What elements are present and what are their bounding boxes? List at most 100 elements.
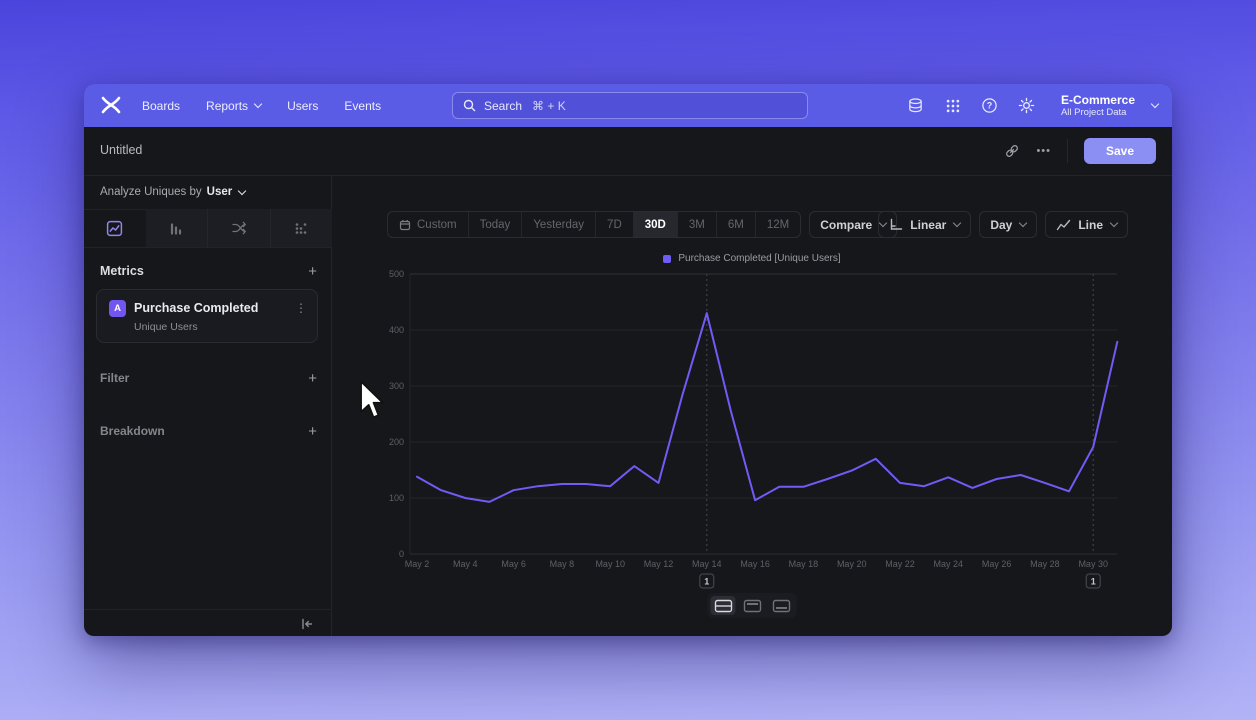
x-tick-label: May 18 (789, 559, 819, 569)
split-view-button[interactable] (710, 596, 736, 615)
range-7d[interactable]: 7D (595, 212, 633, 237)
help-icon[interactable]: ? (981, 97, 999, 115)
divider (84, 609, 331, 610)
add-filter-button[interactable]: + (308, 369, 317, 387)
top-nav: Boards Reports Users Events Search ⌘ + K ? (84, 84, 1172, 127)
chart-type-dropdown[interactable]: Line (1045, 211, 1128, 238)
divider (84, 247, 331, 248)
chart-svg[interactable]: 0 100 200 300 400 500 1 1 May 2 May 4 May 6 May 8 Ma… (384, 264, 1164, 604)
y-tick-label: 500 (389, 269, 404, 279)
split-view-icon (714, 599, 732, 612)
metrics-section-header: Metrics + (100, 262, 317, 280)
chart-top-view-icon (743, 599, 761, 612)
search-shortcut: ⌘ + K (532, 98, 566, 113)
date-range-group: Custom Today Yesterday 7D 30D 3M 6M 12M (387, 211, 802, 238)
chevron-down-icon (253, 99, 263, 109)
compare-button[interactable]: Compare (809, 211, 898, 238)
chart-legend: Purchase Completed [Unique Users] (332, 253, 1172, 264)
date-range-toolbar: Custom Today Yesterday 7D 30D 3M 6M 12M Compare (387, 211, 898, 238)
share-link-icon[interactable] (1004, 143, 1020, 159)
interval-dropdown[interactable]: Day (979, 211, 1038, 238)
layout-view-toggles (707, 593, 797, 618)
nav-link-boards[interactable]: Boards (142, 98, 181, 113)
chevron-down-icon (1109, 218, 1119, 228)
y-tick-label: 400 (389, 325, 404, 335)
apps-grid-icon[interactable] (944, 97, 962, 115)
x-tick-label: May 8 (550, 559, 575, 569)
x-tick-label: May 16 (740, 559, 770, 569)
collapse-left-icon (302, 618, 313, 630)
mixpanel-logo-icon[interactable] (100, 96, 122, 114)
search-input[interactable]: Search ⌘ + K (452, 92, 808, 119)
add-breakdown-button[interactable]: + (308, 422, 317, 440)
range-yesterday[interactable]: Yesterday (521, 212, 595, 237)
axis-scale-icon (891, 218, 903, 230)
metric-title: Purchase Completed (134, 301, 259, 315)
range-30d[interactable]: 30D (632, 212, 677, 237)
metric-subtitle[interactable]: Unique Users (134, 321, 198, 333)
x-tick-label: May 6 (501, 559, 526, 569)
metric-options-icon[interactable]: ⋮ (295, 301, 307, 315)
table-bottom-view-button[interactable] (769, 596, 794, 615)
line-chart-icon (1057, 219, 1071, 230)
nav-link-reports[interactable]: Reports (206, 99, 263, 113)
nav-link-events[interactable]: Events (344, 98, 382, 113)
nav-right: ? E-Commerce All Project Data (907, 84, 1160, 127)
project-scope: All Project Data (1060, 106, 1127, 118)
analyze-value-dropdown[interactable]: User (207, 186, 247, 198)
range-today[interactable]: Today (467, 212, 522, 237)
annotation-badge-label: 1 (1091, 577, 1096, 587)
report-title-bar: Untitled ••• Save (84, 127, 1172, 176)
x-tick-label: May 20 (837, 559, 867, 569)
y-tick-label: 300 (389, 381, 404, 391)
tab-funnels[interactable] (145, 209, 207, 247)
x-tick-label: May 30 (1078, 559, 1108, 569)
chevron-down-icon (1019, 218, 1028, 228)
add-metric-button[interactable]: + (308, 262, 317, 280)
x-tick-label: May 2 (405, 559, 430, 569)
chevron-down-icon (1150, 99, 1160, 109)
metric-card[interactable]: A Purchase Completed Unique Users ⋮ (96, 289, 318, 343)
search-placeholder: Search (484, 98, 523, 113)
nav-link-users[interactable]: Users (287, 98, 319, 113)
data-management-icon[interactable] (907, 97, 925, 115)
chart-panel: Custom Today Yesterday 7D 30D 3M 6M 12M Compare… (332, 175, 1172, 636)
metrics-label: Metrics (100, 264, 144, 278)
app-window: Boards Reports Users Events Search ⌘ + K ? (84, 84, 1172, 636)
tab-insights[interactable] (84, 209, 146, 247)
annotation-badge[interactable] (699, 573, 715, 589)
metric-letter-badge: A (109, 300, 126, 317)
chart-top-view-button[interactable] (740, 596, 765, 615)
settings-gear-icon[interactable] (1018, 97, 1036, 115)
report-title[interactable]: Untitled (100, 143, 143, 157)
x-tick-label: May 14 (692, 559, 722, 569)
tab-retention[interactable] (269, 209, 332, 247)
y-tick-label: 100 (389, 493, 404, 503)
report-type-tabs (84, 209, 332, 247)
project-selector[interactable]: E-Commerce All Project Data (1060, 93, 1160, 118)
line-series[interactable] (416, 312, 1119, 503)
x-tick-label: May 4 (453, 559, 478, 569)
calendar-icon (399, 219, 411, 230)
y-tick-label: 200 (389, 437, 404, 447)
query-sidebar: Analyze Uniques by User M (84, 175, 332, 636)
tab-flows[interactable] (207, 209, 270, 247)
chart-options-toolbar: Linear Day Line (878, 211, 1128, 238)
legend-label[interactable]: Purchase Completed [Unique Users] (678, 253, 841, 264)
search-icon (463, 99, 476, 112)
range-custom[interactable]: Custom (388, 212, 468, 237)
range-12m[interactable]: 12M (754, 212, 800, 237)
range-3m[interactable]: 3M (676, 212, 716, 237)
annotation-badge[interactable] (1085, 573, 1101, 589)
title-actions: ••• Save (1004, 138, 1156, 164)
collapse-sidebar-button[interactable] (298, 616, 316, 632)
legend-swatch-icon (663, 254, 672, 263)
range-6m[interactable]: 6M (715, 212, 755, 237)
scale-dropdown[interactable]: Linear (878, 211, 972, 238)
retention-dots-icon (295, 223, 307, 234)
save-button[interactable]: Save (1084, 138, 1156, 164)
x-tick-label: May 10 (595, 559, 625, 569)
chevron-down-icon (953, 218, 962, 228)
more-options-icon[interactable]: ••• (1036, 145, 1051, 157)
